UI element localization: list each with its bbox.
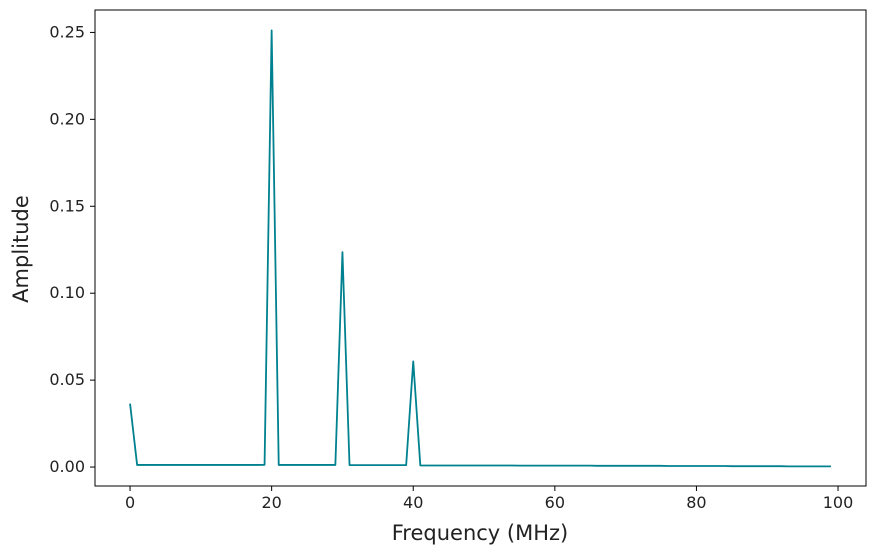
x-tick-label: 80 [686,493,706,512]
y-axis: 0.00 0.05 0.10 0.15 0.20 0.25 [49,22,95,476]
x-tick-label: 60 [545,493,565,512]
y-tick-label: 0.10 [49,283,85,302]
x-tick-label: 0 [125,493,135,512]
plot-frame [94,9,867,487]
x-tick-label: 40 [403,493,423,512]
x-axis: 0 20 40 60 80 100 [125,486,853,512]
y-tick-label: 0.20 [49,109,85,128]
plot-area [94,9,867,487]
y-axis-title: Amplitude [9,195,33,303]
y-tick-label: 0.00 [49,457,85,476]
series-layer [129,29,831,468]
x-tick-label: 100 [823,493,854,512]
y-tick-label: 0.15 [49,196,85,215]
x-axis-title: Frequency (MHz) [392,521,568,545]
x-tick-label: 20 [261,493,281,512]
y-tick-label: 0.25 [49,22,85,41]
amplitude-line [129,29,831,468]
y-tick-label: 0.05 [49,370,85,389]
